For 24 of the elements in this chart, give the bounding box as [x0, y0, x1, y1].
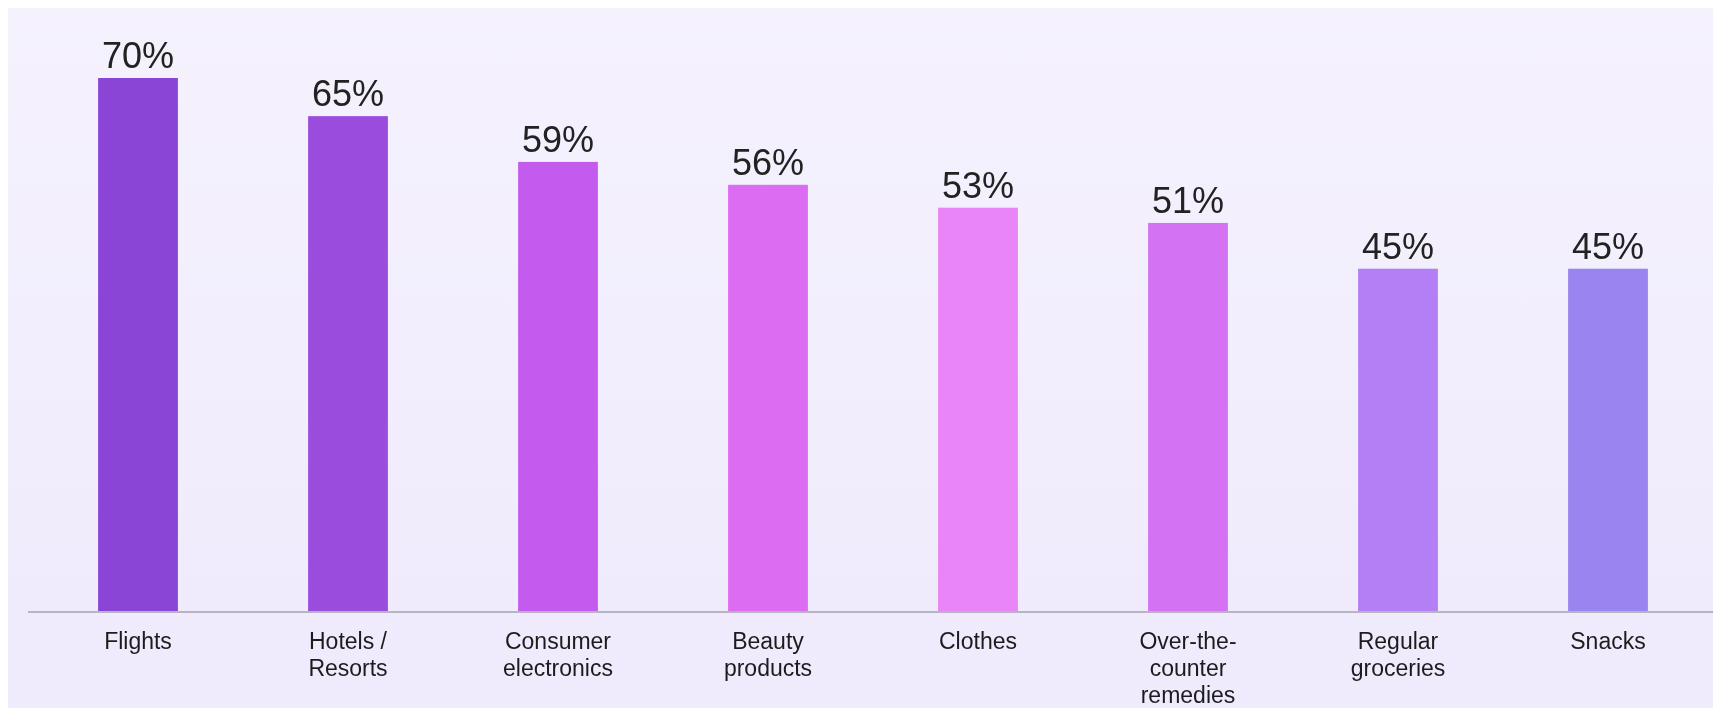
bar: [308, 116, 388, 612]
data-label: 51%: [1151, 179, 1225, 221]
bar: [1568, 268, 1648, 612]
data-label: 65%: [311, 73, 385, 115]
x-tick-label: Flights: [104, 628, 172, 654]
x-tick-label: Snacks: [1570, 628, 1646, 654]
data-label: 56%: [731, 141, 805, 183]
x-tick-label: Over-the-counter remedies: [1139, 628, 1237, 708]
data-label: 45%: [1361, 225, 1435, 267]
bar: [1148, 222, 1228, 612]
data-label: 45%: [1571, 225, 1645, 267]
x-tick-label: Hotels / Resorts: [308, 628, 388, 681]
data-label: 59%: [521, 118, 595, 160]
data-label: 70%: [101, 35, 175, 76]
data-label: 53%: [941, 164, 1015, 206]
bar: [938, 207, 1018, 612]
x-tick-label: Clothes: [939, 628, 1017, 654]
bar: [98, 78, 178, 612]
bar: [728, 184, 808, 612]
bar: [1358, 268, 1438, 612]
x-tick-label: Consumer electronics: [503, 628, 613, 681]
bar: [518, 161, 598, 612]
x-tick-label: Regular groceries: [1350, 628, 1446, 681]
x-tick-label: Beauty products: [723, 628, 813, 681]
